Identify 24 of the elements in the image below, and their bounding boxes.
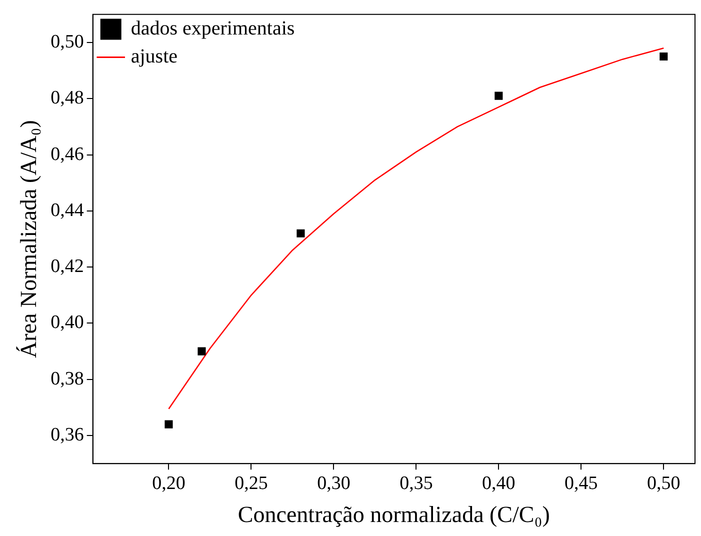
y-axis-title: Área Normalizada (A/A₀) <box>16 120 41 358</box>
y-tick-label: 0,50 <box>50 31 84 52</box>
point <box>198 347 206 356</box>
point <box>494 92 503 100</box>
y-tick-label: 0,48 <box>50 88 84 109</box>
y-tick-label: 0,42 <box>50 256 84 278</box>
x-tick-label: 0,45 <box>564 472 598 494</box>
x-tick-label: 0,25 <box>234 472 268 494</box>
y-tick-label: 0,38 <box>50 368 84 390</box>
y-tick-label: 0,44 <box>50 200 84 221</box>
x-tick-label: 0,50 <box>647 472 680 494</box>
legend-label: dados experimentais <box>130 17 295 40</box>
x-tick-label: 0,35 <box>400 472 433 494</box>
x-tick-label: 0,30 <box>317 472 350 494</box>
y-tick-label: 0,46 <box>50 144 84 165</box>
y-tick-label: 0,40 <box>50 312 84 334</box>
legend-label: ajuste <box>130 45 178 68</box>
x-tick-label: 0,20 <box>152 472 186 494</box>
x-axis-title: Concentração normalizada (C/C₀) <box>238 502 550 528</box>
point <box>660 52 668 61</box>
y-tick-label: 0,36 <box>50 424 84 446</box>
x-tick-label: 0,40 <box>482 472 516 494</box>
point <box>296 229 305 238</box>
point <box>164 420 173 428</box>
